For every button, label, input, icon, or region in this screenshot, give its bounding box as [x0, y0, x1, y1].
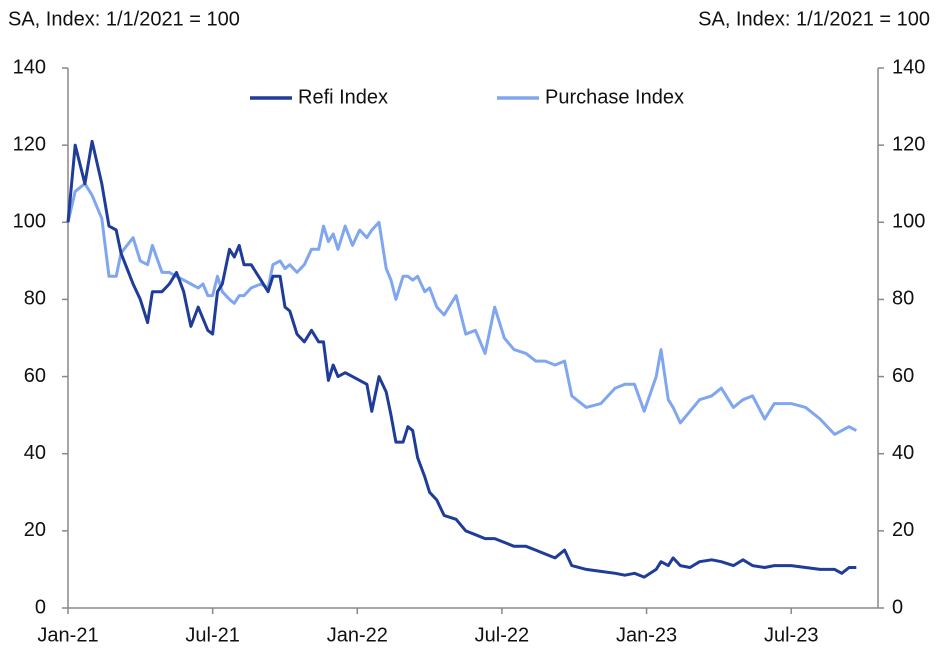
y2-tick-label: 140 [892, 56, 925, 78]
subtitle-left: SA, Index: 1/1/2021 = 100 [8, 8, 240, 30]
y-tick-label: 100 [13, 211, 46, 233]
y2-tick-label: 40 [892, 442, 914, 464]
y2-tick-label: 100 [892, 211, 925, 233]
y2-tick-label: 0 [892, 596, 903, 618]
y2-tick-label: 60 [892, 365, 914, 387]
legend-label: Refi Index [298, 86, 388, 108]
y-tick-label: 80 [24, 288, 46, 310]
line-series [66, 139, 857, 579]
y2-tick-label: 20 [892, 519, 914, 541]
x-tick-label: Jul-23 [764, 624, 818, 646]
y2-tick-label: 120 [892, 133, 925, 155]
y-tick-label: 40 [24, 442, 46, 464]
x-tick-label: Jan-21 [37, 624, 98, 646]
legend-label: Purchase Index [545, 86, 684, 108]
subtitle-right: SA, Index: 1/1/2021 = 100 [698, 8, 930, 30]
x-tick-label: Jul-21 [185, 624, 239, 646]
x-tick-label: Jan-23 [616, 624, 677, 646]
y-tick-label: 0 [35, 596, 46, 618]
x-tick-label: Jan-22 [327, 624, 388, 646]
line-series [66, 182, 858, 436]
y-tick-label: 60 [24, 365, 46, 387]
y-tick-label: 140 [13, 56, 46, 78]
y-tick-label: 120 [13, 133, 46, 155]
y-tick-label: 20 [24, 519, 46, 541]
y2-tick-label: 80 [892, 288, 914, 310]
x-tick-label: Jul-22 [475, 624, 529, 646]
